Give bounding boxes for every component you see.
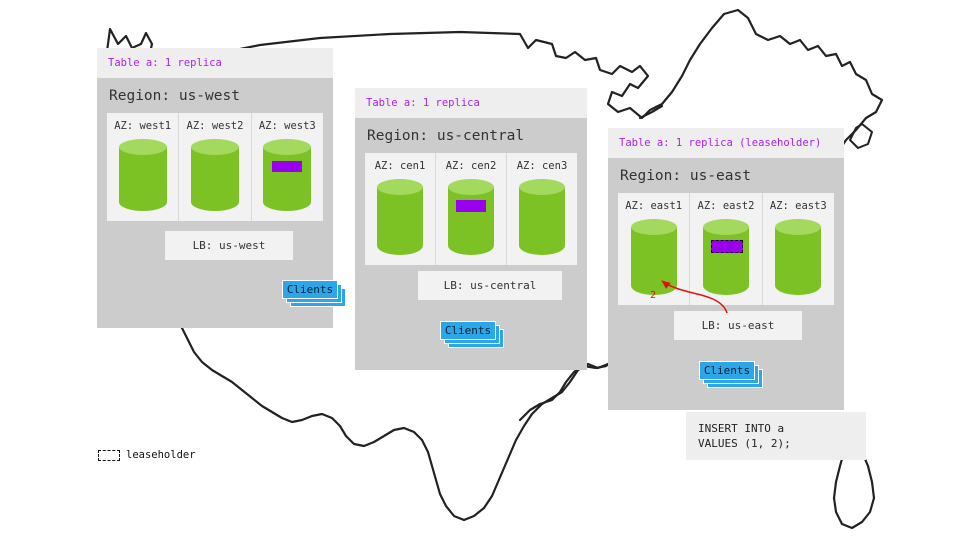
cylinder-top xyxy=(630,219,677,235)
clients-button-us-central[interactable]: Clients xyxy=(440,321,506,349)
legend-label-leaseholder: leaseholder xyxy=(126,449,196,461)
region-title-us-central: Region: us-central xyxy=(367,128,525,144)
region-panel-us-east: Table a: 1 replica (leaseholder) Region:… xyxy=(608,128,844,410)
cylinder-body xyxy=(377,187,423,255)
cylinder-top xyxy=(263,139,312,155)
cylinder-body xyxy=(702,227,749,295)
node-cylinder-cen2[interactable] xyxy=(448,179,494,255)
az-cell-cen2[interactable]: AZ: cen2 xyxy=(435,153,506,265)
az-label-west1: AZ: west1 xyxy=(114,120,172,132)
az-label-east2: AZ: east2 xyxy=(697,200,755,212)
az-cell-cen1[interactable]: AZ: cen1 xyxy=(365,153,435,265)
range-replica-west3[interactable] xyxy=(272,161,303,172)
load-balancer-us-central[interactable]: LB: us-central xyxy=(418,271,562,300)
node-cylinder-east3[interactable] xyxy=(775,219,822,295)
az-label-east1: AZ: east1 xyxy=(625,200,683,212)
replica-header-us-central: Table a: 1 replica xyxy=(355,88,587,118)
clients-sheet-front[interactable]: Clients xyxy=(440,321,496,340)
cylinder-top xyxy=(775,219,822,235)
az-cell-east1[interactable]: AZ: east1 xyxy=(618,193,689,305)
replica-header-us-west: Table a: 1 replica xyxy=(97,48,333,78)
region-panel-us-west: Table a: 1 replica Region: us-west AZ: w… xyxy=(97,48,346,328)
clients-button-us-east[interactable]: Clients xyxy=(699,361,765,389)
node-cylinder-west1[interactable] xyxy=(118,139,167,211)
node-cylinder-east2[interactable] xyxy=(702,219,749,295)
cylinder-body xyxy=(118,147,167,211)
node-cylinder-west3[interactable] xyxy=(263,139,312,211)
node-cylinder-cen1[interactable] xyxy=(377,179,423,255)
load-balancer-us-west[interactable]: LB: us-west xyxy=(165,231,293,260)
clients-sheet-front[interactable]: Clients xyxy=(282,280,338,299)
az-label-west2: AZ: west2 xyxy=(186,120,244,132)
az-strip-us-east: AZ: east1 AZ: east2 AZ: east3 xyxy=(618,193,834,305)
az-cell-cen3[interactable]: AZ: cen3 xyxy=(506,153,577,265)
cylinder-top xyxy=(190,139,239,155)
cylinder-top xyxy=(702,219,749,235)
region-title-us-east: Region: us-east xyxy=(620,168,751,184)
cylinder-body xyxy=(519,187,565,255)
az-cell-east3[interactable]: AZ: east3 xyxy=(761,193,834,305)
cylinder-body xyxy=(775,227,822,295)
az-cell-west2[interactable]: AZ: west2 xyxy=(178,113,250,221)
range-replica-cen2[interactable] xyxy=(456,200,486,212)
az-strip-us-central: AZ: cen1 AZ: cen2 AZ: cen3 xyxy=(365,153,577,265)
cylinder-top xyxy=(377,179,423,195)
range-replica-leaseholder-east2[interactable] xyxy=(710,240,743,253)
cylinder-body xyxy=(263,147,312,211)
cylinder-top xyxy=(118,139,167,155)
az-strip-us-west: AZ: west1 AZ: west2 AZ: west3 xyxy=(107,113,323,221)
cylinder-body xyxy=(448,187,494,255)
cylinder-body xyxy=(630,227,677,295)
cylinder-top xyxy=(519,179,565,195)
load-balancer-us-east[interactable]: LB: us-east xyxy=(674,311,802,340)
az-cell-west3[interactable]: AZ: west3 xyxy=(250,113,323,221)
cylinder-top xyxy=(448,179,494,195)
az-label-east3: AZ: east3 xyxy=(769,200,827,212)
replica-header-us-east: Table a: 1 replica (leaseholder) xyxy=(608,128,844,158)
leaseholder-swatch-icon xyxy=(98,449,120,461)
cylinder-body xyxy=(190,147,239,211)
az-label-cen3: AZ: cen3 xyxy=(516,160,568,172)
az-label-cen2: AZ: cen2 xyxy=(445,160,497,172)
region-panel-us-central: Table a: 1 replica Region: us-central AZ… xyxy=(355,88,587,370)
clients-sheet-front[interactable]: Clients xyxy=(699,361,755,380)
node-cylinder-cen3[interactable] xyxy=(519,179,565,255)
node-cylinder-east1[interactable] xyxy=(630,219,677,295)
region-title-us-west: Region: us-west xyxy=(109,88,240,104)
legend: leaseholder xyxy=(98,449,196,461)
arrow-step-label-2: 2 xyxy=(650,290,657,301)
az-cell-east2[interactable]: AZ: east2 xyxy=(689,193,761,305)
az-cell-west1[interactable]: AZ: west1 xyxy=(107,113,178,221)
az-label-west3: AZ: west3 xyxy=(258,120,316,132)
clients-button-us-west[interactable]: Clients xyxy=(282,280,348,308)
az-label-cen1: AZ: cen1 xyxy=(374,160,426,172)
node-cylinder-west2[interactable] xyxy=(190,139,239,211)
sql-statement-box: INSERT INTO a VALUES (1, 2); xyxy=(686,412,866,460)
